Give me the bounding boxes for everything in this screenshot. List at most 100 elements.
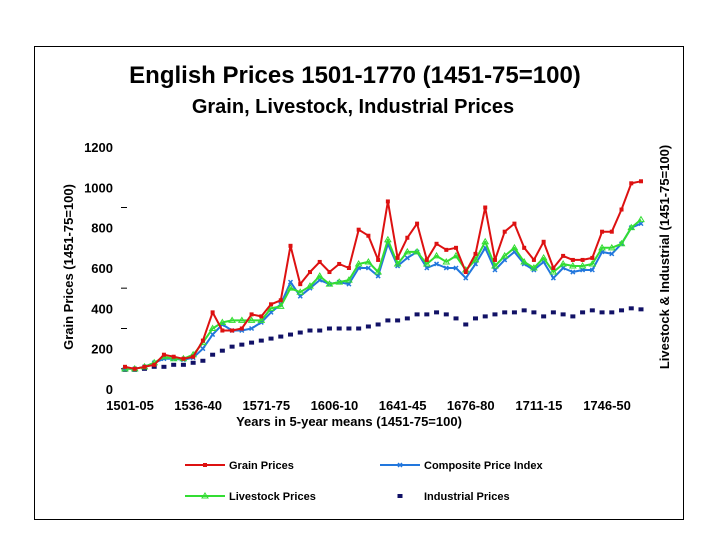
data-point-livestock-prices xyxy=(607,243,616,251)
data-point-livestock-prices xyxy=(471,255,480,263)
data-point-grain-prices xyxy=(249,312,254,317)
data-point-composite-price-index xyxy=(609,251,615,257)
data-point-grain-prices xyxy=(288,243,293,248)
data-point-grain-prices xyxy=(561,253,566,258)
data-point-grain-prices xyxy=(327,270,332,275)
x-tick-label: 1711-15 xyxy=(515,398,562,413)
data-point-industrial-prices xyxy=(180,362,186,367)
data-point-grain-prices xyxy=(463,270,468,275)
data-point-grain-prices xyxy=(259,314,264,319)
x-tick-label: 1571-75 xyxy=(242,398,290,413)
data-point-livestock-prices xyxy=(228,316,236,323)
data-point-grain-prices xyxy=(366,233,371,238)
data-point-livestock-prices xyxy=(413,247,421,255)
data-point-grain-prices xyxy=(415,221,420,226)
data-point-grain-prices xyxy=(132,366,137,371)
x-tick-label: 1606-10 xyxy=(311,398,359,413)
data-point-grain-prices xyxy=(483,205,488,210)
data-point-grain-prices xyxy=(123,364,127,369)
data-point-composite-price-index xyxy=(200,346,206,352)
data-point-industrial-prices xyxy=(307,328,313,333)
data-point-composite-price-index xyxy=(210,332,216,338)
x-axis-title: Years in 5-year means (1451-75=100) xyxy=(236,414,462,429)
data-point-livestock-prices xyxy=(237,316,246,323)
data-point-industrial-prices xyxy=(580,310,586,315)
data-point-grain-prices xyxy=(317,259,322,264)
data-point-grain-prices xyxy=(405,235,410,240)
data-point-livestock-prices xyxy=(335,278,344,285)
data-point-industrial-prices xyxy=(463,322,469,327)
y-tick-label: 200 xyxy=(91,342,113,357)
data-point-grain-prices xyxy=(346,266,351,270)
y-tick-label: 800 xyxy=(91,221,113,236)
data-point-livestock-prices xyxy=(617,239,626,247)
data-point-grain-prices xyxy=(181,356,186,361)
data-point-industrial-prices xyxy=(326,326,332,331)
data-point-industrial-prices xyxy=(395,318,401,323)
x-axis: 1501-05 1536-40 1571-75 1606-10 1641-45 1676-… xyxy=(106,398,631,413)
data-point-composite-price-index xyxy=(589,267,595,273)
data-point-industrial-prices xyxy=(346,326,352,331)
data-point-industrial-prices xyxy=(200,358,206,363)
data-point-industrial-prices xyxy=(628,306,634,311)
data-point-grain-prices xyxy=(570,257,575,262)
data-point-industrial-prices xyxy=(375,322,381,327)
data-point-industrial-prices xyxy=(541,314,547,319)
data-point-industrial-prices xyxy=(365,324,371,329)
data-point-livestock-prices xyxy=(549,268,558,275)
data-point-grain-prices xyxy=(434,241,439,246)
data-point-livestock-prices xyxy=(432,251,441,259)
data-point-grain-prices xyxy=(629,181,634,186)
data-point-composite-price-index xyxy=(443,265,449,271)
data-point-livestock-prices xyxy=(568,262,577,269)
data-point-grain-prices xyxy=(142,364,147,369)
data-point-industrial-prices xyxy=(443,312,449,317)
data-point-livestock-prices xyxy=(588,259,597,267)
data-point-livestock-prices xyxy=(481,237,490,245)
data-point-livestock-prices xyxy=(383,235,392,243)
data-point-livestock-prices xyxy=(491,262,499,269)
data-point-livestock-prices xyxy=(325,280,334,287)
data-point-industrial-prices xyxy=(190,360,196,365)
data-point-industrial-prices xyxy=(385,318,391,323)
legend-label-industrial-prices: Industrial Prices xyxy=(424,491,510,503)
data-point-livestock-prices xyxy=(208,324,217,331)
data-point-composite-price-index xyxy=(550,275,556,281)
legend-label-livestock-prices: Livestock Prices xyxy=(229,491,316,503)
data-point-grain-prices xyxy=(307,270,312,275)
chart: English Prices 1501-1770 (1451-75=100) G… xyxy=(61,62,672,503)
data-point-industrial-prices xyxy=(151,364,157,369)
legend-label-grain-prices: Grain Prices xyxy=(229,460,294,472)
data-point-livestock-prices xyxy=(286,284,295,291)
data-point-industrial-prices xyxy=(171,362,177,367)
data-point-industrial-prices xyxy=(492,312,498,317)
data-point-industrial-prices xyxy=(258,338,264,343)
y-axis-title: Grain Prices (1451-75=100) xyxy=(61,184,76,350)
data-point-grain-prices xyxy=(590,255,595,260)
legend-item-industrial-prices: Industrial Prices xyxy=(397,491,510,503)
data-point-livestock-prices xyxy=(530,264,538,271)
legend-marker-grain-prices xyxy=(203,463,207,467)
data-point-industrial-prices xyxy=(521,308,527,313)
data-point-livestock-prices xyxy=(276,302,285,309)
data-point-livestock-prices xyxy=(500,251,509,259)
data-point-industrial-prices xyxy=(570,314,576,319)
x-tick-label: 1501-05 xyxy=(106,398,154,413)
data-point-livestock-prices xyxy=(306,282,314,289)
data-point-grain-prices xyxy=(191,354,196,359)
legend: Grain Prices Composite Price Index Livesto… xyxy=(185,460,543,503)
data-point-industrial-prices xyxy=(210,352,216,357)
data-point-composite-price-index xyxy=(346,281,352,287)
data-point-industrial-prices xyxy=(638,307,644,312)
data-point-grain-prices xyxy=(269,302,274,307)
x-tick-label: 1676-80 xyxy=(447,398,495,413)
series-layer xyxy=(121,179,645,372)
legend-marker-livestock-prices xyxy=(201,492,209,499)
data-point-grain-prices xyxy=(395,255,400,260)
data-point-grain-prices xyxy=(356,227,361,232)
data-point-industrial-prices xyxy=(472,316,478,321)
legend-marker-composite-price-index xyxy=(397,462,403,468)
data-point-industrial-prices xyxy=(550,310,556,315)
data-point-industrial-prices xyxy=(609,310,615,315)
data-point-grain-prices xyxy=(502,229,507,234)
